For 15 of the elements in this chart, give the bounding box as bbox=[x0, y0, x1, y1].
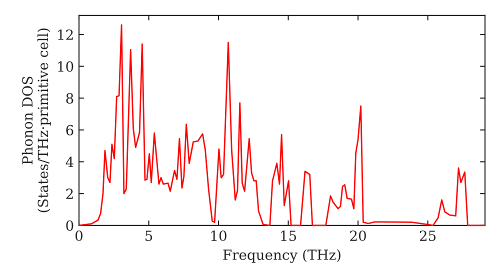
y-tick-label: 10 bbox=[58, 61, 74, 72]
y-tick-label: 0 bbox=[66, 220, 74, 231]
x-tick-label: 15 bbox=[281, 230, 296, 242]
y-tick-label: 8 bbox=[66, 93, 74, 104]
y-tick-label: 2 bbox=[66, 188, 73, 199]
x-tick-label: 20 bbox=[350, 230, 366, 242]
y-tick-label: 12 bbox=[58, 29, 73, 40]
x-tick-label: 25 bbox=[420, 230, 436, 242]
x-tick-label: 10 bbox=[211, 230, 226, 242]
x-axis-title: Frequency (THz) bbox=[223, 249, 340, 263]
x-tick-label: 0 bbox=[75, 230, 82, 242]
y-tick-label: 4 bbox=[66, 156, 74, 168]
y-axis-title: Phonon DOS (States/THz·primitive cell) bbox=[22, 28, 51, 212]
x-tick-label: 5 bbox=[146, 230, 152, 242]
y-tick-label: 6 bbox=[66, 124, 74, 136]
